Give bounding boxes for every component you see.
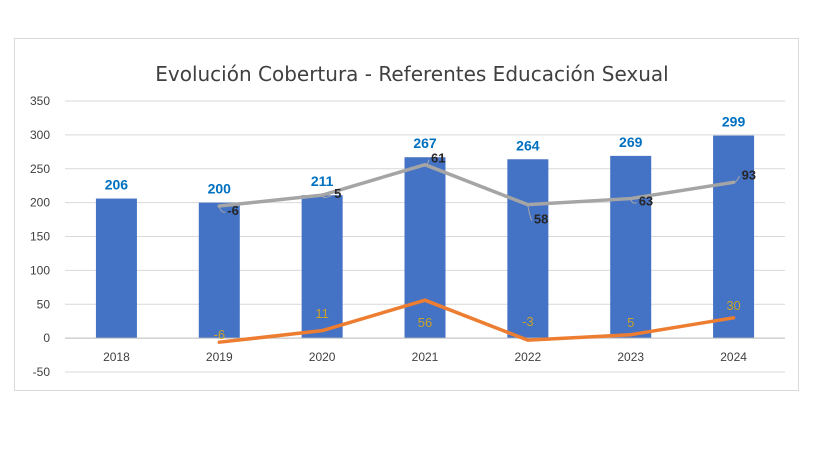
line-value-label: -6 bbox=[227, 203, 239, 218]
bar-value-label: 264 bbox=[516, 137, 540, 153]
bar bbox=[301, 195, 343, 339]
leader-line bbox=[321, 194, 333, 198]
y-tick-label: 150 bbox=[30, 230, 50, 244]
x-tick-label: 2019 bbox=[206, 350, 233, 364]
data-labels: 206 200 211 267 264 269 299 -6 5 61 58 63 93 -6 11 56 -3… bbox=[105, 114, 756, 342]
line-value-label: -6 bbox=[214, 327, 226, 342]
leader-line bbox=[424, 159, 430, 167]
gray-line bbox=[217, 162, 736, 208]
chart-title: Evolución Cobertura - Referentes Educaci… bbox=[155, 62, 669, 86]
leader-line bbox=[630, 199, 637, 204]
bar-value-label: 269 bbox=[619, 134, 643, 150]
y-tick-label: 100 bbox=[30, 263, 50, 277]
y-tick-label: 300 bbox=[30, 128, 50, 142]
line-series bbox=[217, 162, 736, 344]
line-value-label: -3 bbox=[522, 314, 534, 329]
line-value-label: 5 bbox=[627, 315, 634, 330]
y-tick-label: 250 bbox=[30, 162, 50, 176]
bar bbox=[404, 157, 446, 339]
y-tick-label: -50 bbox=[33, 365, 51, 379]
y-tick-label: 200 bbox=[30, 196, 50, 210]
y-tick-label: 0 bbox=[43, 331, 50, 345]
line-value-label: 58 bbox=[534, 212, 548, 227]
line-value-label: 63 bbox=[639, 194, 653, 209]
bar-value-label: 206 bbox=[105, 177, 129, 193]
bar-value-label: 267 bbox=[413, 135, 437, 151]
y-axis: 350 300 250 200 150 100 50 0 -50 bbox=[30, 94, 50, 379]
x-tick-label: 2023 bbox=[617, 350, 644, 364]
bar bbox=[198, 202, 240, 339]
x-tick-label: 2018 bbox=[103, 350, 130, 364]
x-tick-label: 2022 bbox=[515, 350, 542, 364]
line-value-label: 61 bbox=[431, 151, 445, 166]
bar bbox=[610, 155, 652, 339]
leader-line bbox=[733, 176, 741, 184]
x-tick-label: 2021 bbox=[412, 350, 439, 364]
bar-value-label: 200 bbox=[208, 181, 232, 197]
x-tick-label: 2024 bbox=[720, 350, 747, 364]
bar-value-label: 299 bbox=[722, 114, 746, 130]
orange-line bbox=[217, 298, 736, 344]
bar-value-label: 211 bbox=[311, 173, 334, 189]
bar-series bbox=[95, 135, 755, 339]
line-value-label: 5 bbox=[334, 186, 341, 201]
bar bbox=[713, 135, 755, 339]
line-value-label: 11 bbox=[315, 306, 329, 321]
line-value-label: 56 bbox=[418, 315, 432, 330]
bar bbox=[507, 159, 549, 339]
y-tick-label: 350 bbox=[30, 94, 50, 108]
line-value-label: 30 bbox=[726, 298, 740, 313]
line-value-label: 93 bbox=[742, 167, 756, 182]
x-axis: 2018 2019 2020 2021 2022 2023 2024 bbox=[65, 337, 785, 364]
chart-svg: Evolución Cobertura - Referentes Educaci… bbox=[30, 62, 785, 379]
y-tick-label: 50 bbox=[37, 297, 51, 311]
x-tick-label: 2020 bbox=[309, 350, 336, 364]
leader-line bbox=[218, 206, 226, 213]
chart-frame: Evolución Cobertura - Referentes Educaci… bbox=[14, 38, 799, 391]
leader-line bbox=[527, 205, 533, 221]
bar bbox=[95, 198, 137, 339]
